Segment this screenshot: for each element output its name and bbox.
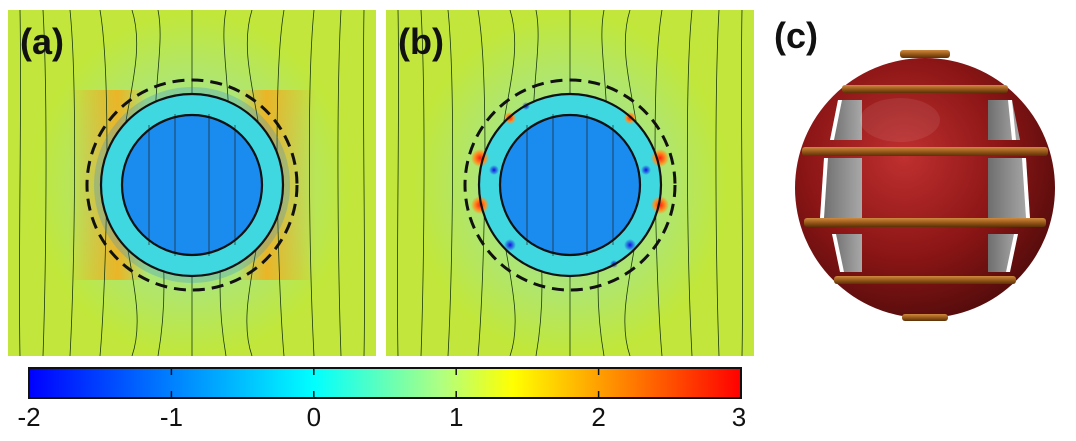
field-map-b-svg — [386, 10, 754, 356]
core-internal-lines — [526, 114, 614, 256]
colorbar-tick-label: 0 — [306, 402, 322, 432]
inner-core — [500, 115, 640, 255]
sphere-render-svg — [795, 50, 1055, 321]
inner-boundary — [120, 113, 264, 257]
colorbar-tick-label: 2 — [591, 402, 606, 432]
colorbar-tick-label: 1 — [448, 402, 464, 432]
gold-bands — [802, 50, 1048, 321]
hot-spots — [471, 112, 669, 214]
colorbar-tick-label: -2 — [17, 402, 41, 432]
specular-highlight — [860, 98, 940, 142]
core-internal-lines — [148, 114, 236, 256]
colorbar-tick-label: 3 — [731, 402, 747, 432]
panel-label-c: (c) — [774, 15, 818, 56]
colorbar: -2 -1 0 1 2 3 — [17, 366, 747, 436]
inner-core — [122, 115, 262, 255]
panel-label-b: (b) — [398, 21, 444, 62]
white-gaps — [820, 100, 1030, 272]
shell-boundary — [477, 92, 663, 278]
field-map-panel-b: (b) — [386, 10, 754, 356]
colorbar-gradient — [28, 367, 742, 399]
field-map-panel-a: (a) — [8, 10, 376, 356]
sphere-render-panel-c — [790, 40, 1060, 340]
colorbar-tick-label: -1 — [159, 402, 183, 432]
shell-boundary — [99, 92, 285, 278]
field-map-a-svg — [8, 10, 376, 356]
dashed-cloak-boundary — [463, 78, 677, 292]
colorbar-svg — [28, 367, 742, 399]
panel-label-a: (a) — [20, 21, 64, 62]
gray-windows — [822, 100, 1028, 272]
dashed-cloak-boundary — [85, 78, 299, 292]
colorbar-ticks — [170, 368, 600, 398]
inner-boundary — [498, 113, 642, 257]
